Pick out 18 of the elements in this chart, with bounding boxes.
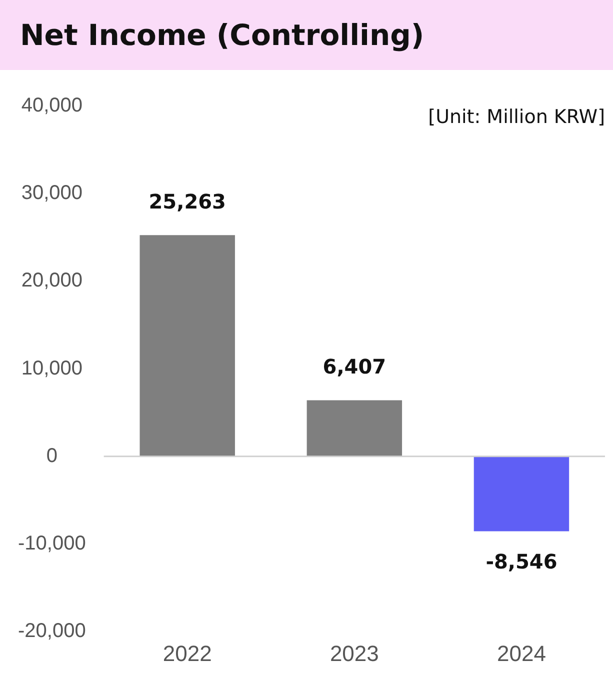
- x-tick-label: 2022: [162, 640, 212, 666]
- x-tick-label: 2024: [496, 640, 546, 666]
- y-tick-label: 30,000: [21, 182, 82, 204]
- bar: [306, 400, 402, 456]
- data-label: -8,546: [486, 549, 558, 574]
- annotation: [Unit: Million KRW]: [428, 106, 605, 128]
- y-tick-label: 10,000: [21, 357, 82, 380]
- bar: [474, 456, 570, 532]
- y-tick-label: 40,000: [21, 94, 82, 117]
- bar: [140, 235, 235, 456]
- data-label: 6,407: [322, 354, 386, 378]
- y-tick-label: 0: [46, 444, 58, 467]
- y-tick-label: -10,000: [18, 532, 86, 555]
- y-tick-label: 20,000: [21, 270, 82, 292]
- data-label: 25,263: [148, 189, 226, 214]
- y-tick-label: -20,000: [18, 620, 86, 642]
- x-tick-label: 2023: [330, 640, 379, 666]
- chart-title: Net Income (Controlling): [0, 0, 613, 70]
